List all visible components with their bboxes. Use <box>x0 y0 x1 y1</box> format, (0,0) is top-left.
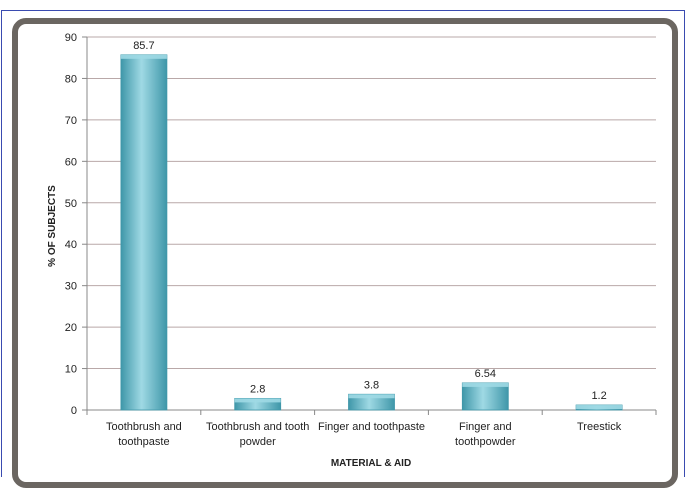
x-axis <box>86 409 657 415</box>
y-tick-label: 10 <box>65 364 77 376</box>
bar-cap <box>120 54 167 59</box>
data-label: 85.7 <box>133 40 154 52</box>
bar <box>120 54 168 411</box>
y-tick-label: 0 <box>71 405 77 417</box>
outer-border <box>1 10 685 477</box>
bars <box>120 54 623 411</box>
bar-cap <box>234 398 281 403</box>
bar-cap <box>348 394 395 399</box>
data-label: 6.54 <box>475 368 496 380</box>
y-tick-label: 40 <box>65 239 77 251</box>
x-tick-label: Treestick <box>577 421 622 433</box>
x-tick-label: Toothbrush and toothpaste <box>106 421 182 448</box>
category-labels: Toothbrush and toothpaste Toothbrush and t… <box>106 421 622 448</box>
y-tick-label: 70 <box>65 115 77 127</box>
bar-cap <box>576 405 623 410</box>
y-tick-label: 80 <box>65 73 77 85</box>
y-tick-label: 30 <box>65 281 77 293</box>
y-tick-label: 90 <box>65 32 77 44</box>
y-tick-label: 20 <box>65 322 77 334</box>
bar <box>461 382 509 411</box>
x-tick-label: Toothbrush and tooth powder <box>206 421 309 448</box>
x-tick-label: Finger and toothpaste <box>318 421 425 433</box>
bar-cap <box>462 382 509 387</box>
gridlines <box>87 36 656 370</box>
data-label: 2.8 <box>250 383 265 395</box>
data-label: 3.8 <box>364 379 379 391</box>
x-tick-label: Finger and toothpowder <box>455 421 516 448</box>
data-label: 1.2 <box>591 390 606 402</box>
x-axis-title: MATERIAL & AID <box>331 458 411 469</box>
y-axis: 0 10 20 30 40 50 60 70 80 90 <box>65 32 88 417</box>
y-tick-label: 60 <box>65 156 77 168</box>
data-labels: 85.7 2.8 3.8 6.54 1.2 <box>133 40 607 402</box>
y-tick-label: 50 <box>65 198 77 210</box>
y-axis-title: % OF SUBJECTS <box>47 185 58 267</box>
